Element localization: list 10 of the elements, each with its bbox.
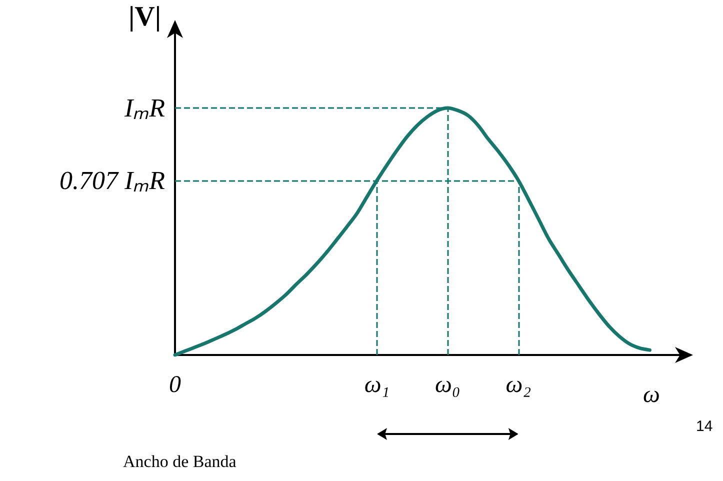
ref-line-label: 0.707 IₘR [59,166,166,195]
y-axis-title: |V| [128,2,161,32]
x-tick-label: ω₁ [364,372,390,398]
x-axis-title: ω [643,382,660,408]
x-tick-label: ω₀ [435,372,460,398]
ref-line-label: IₘR [123,93,166,122]
x-tick-label: ω₂ [506,372,532,398]
text: 14 [696,418,713,435]
text: Ancho de Banda [123,452,236,472]
x-tick-label: 0 [169,372,181,398]
